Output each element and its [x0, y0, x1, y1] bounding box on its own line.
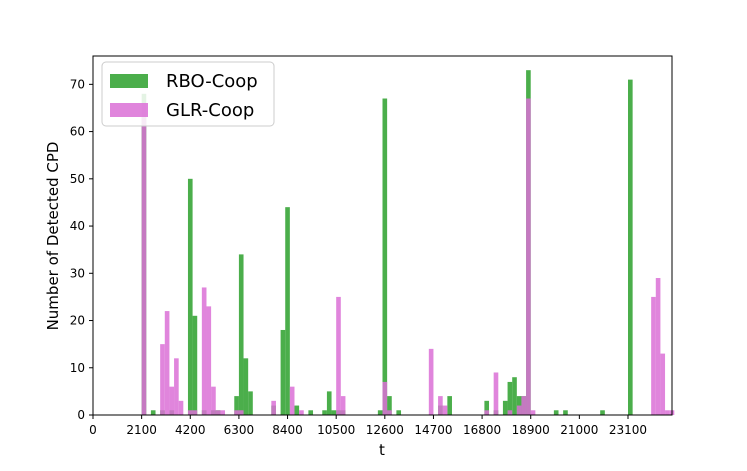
x-axis: 0 2100 4200 6300 8400 10500 12600 14700 16800 189… — [89, 415, 647, 437]
x-tick-label: 8400 — [272, 423, 303, 437]
bar-glr-coop — [169, 386, 175, 415]
y-axis: 0 10 20 30 40 50 60 70 — [70, 77, 93, 422]
bar-rbo-coop — [280, 329, 286, 415]
bar-glr-coop — [655, 278, 661, 415]
bar-rbo-coop — [192, 315, 198, 415]
y-axis-label: Number of Detected CPD — [44, 142, 62, 331]
bar-glr-coop — [164, 311, 170, 415]
bar-glr-coop — [215, 410, 221, 415]
bar-rbo-coop — [187, 178, 193, 415]
bar-glr-coop — [238, 410, 244, 415]
legend-label-rbo-coop: RBO-Coop — [166, 71, 258, 92]
legend-swatch-glr-coop — [110, 103, 148, 117]
bar-rbo-coop — [387, 396, 392, 415]
bar-rbo-coop — [326, 391, 332, 415]
bar-glr-coop — [428, 348, 434, 415]
bar-rbo-coop — [484, 400, 490, 415]
bar-rbo-coop — [234, 396, 239, 415]
legend-label-glr-coop: GLR-Coop — [166, 100, 254, 121]
bar-rbo-coop — [600, 410, 605, 415]
y-tick-label: 20 — [70, 314, 85, 328]
bar-glr-coop — [206, 306, 212, 415]
x-axis-label: t — [379, 441, 385, 459]
bar-glr-coop — [387, 410, 392, 415]
x-tick-label: 14700 — [414, 423, 452, 437]
plot-frame — [92, 55, 673, 416]
bar-glr-coop — [178, 400, 184, 415]
x-tick-label: 21000 — [560, 423, 598, 437]
x-tick-label: 10500 — [317, 423, 355, 437]
bar-glr-coop — [521, 396, 527, 415]
legend-swatch-rbo-coop — [110, 74, 148, 88]
bar-rbo-coop — [553, 410, 559, 415]
bar-rbo-coop — [243, 358, 249, 415]
bar-rbo-coop — [322, 410, 327, 415]
x-tick-label: 16800 — [463, 423, 501, 437]
bar-glr-coop — [665, 410, 670, 415]
bar-glr-coop — [526, 98, 531, 415]
bar-glr-coop — [211, 386, 216, 415]
x-tick-label: 12600 — [366, 423, 404, 437]
bar-glr-coop — [442, 405, 448, 415]
bar-glr-coop — [530, 410, 536, 415]
y-tick-label: 70 — [70, 77, 85, 91]
bar-rbo-coop — [150, 410, 156, 415]
bar-rbo-coop — [331, 410, 337, 415]
y-tick-label: 40 — [70, 219, 85, 233]
bar-rbo-coop — [396, 410, 402, 415]
bar-glr-coop — [516, 405, 522, 415]
bar-glr-coop — [187, 410, 193, 415]
x-tick-label: 4200 — [175, 423, 206, 437]
bar-glr-coop — [271, 400, 276, 415]
bar-glr-coop — [299, 410, 304, 415]
bar-rbo-coop — [248, 391, 253, 415]
bar-glr-coop — [484, 410, 490, 415]
bar-rbo-coop — [507, 381, 513, 415]
y-tick-label: 0 — [77, 408, 85, 422]
bar-glr-coop — [174, 358, 179, 415]
bar-rbo-coop — [285, 207, 290, 415]
x-tick-label: 2100 — [126, 423, 157, 437]
bar-glr-coop — [438, 396, 443, 415]
bars-layer — [141, 70, 675, 416]
y-tick-label: 50 — [70, 172, 85, 186]
bar-glr-coop — [289, 386, 295, 415]
bar-rbo-coop — [294, 405, 300, 415]
x-tick-label: 18900 — [512, 423, 550, 437]
bar-rbo-coop — [512, 377, 517, 415]
bar-rbo-coop — [238, 254, 244, 415]
y-tick-label: 30 — [70, 266, 85, 280]
bar-rbo-coop — [502, 400, 508, 415]
bar-glr-coop — [336, 296, 341, 415]
bar-glr-coop — [651, 296, 656, 415]
bar-glr-coop — [507, 410, 513, 415]
x-tick-label: 6300 — [224, 423, 255, 437]
bar-rbo-coop — [447, 396, 452, 415]
bar-rbo-coop — [382, 98, 388, 415]
bar-glr-coop — [141, 103, 147, 416]
bar-rbo-coop — [563, 410, 568, 415]
bar-glr-coop — [160, 344, 165, 415]
bar-glr-coop — [234, 410, 239, 415]
legend: RBO-Coop GLR-Coop — [101, 61, 275, 127]
x-tick-label: 0 — [89, 423, 97, 437]
bar-glr-coop — [660, 353, 666, 415]
bar-rbo-coop — [377, 410, 383, 415]
bar-glr-coop — [382, 381, 388, 415]
bar-rbo-coop — [308, 410, 314, 415]
y-tick-label: 10 — [70, 361, 85, 375]
bar-glr-coop — [201, 287, 207, 415]
bar-glr-coop — [220, 410, 226, 415]
y-tick-label: 60 — [70, 125, 85, 139]
x-tick-label: 23100 — [609, 423, 647, 437]
bar-glr-coop — [340, 396, 346, 415]
bar-rbo-coop — [628, 79, 633, 416]
bar-glr-coop — [192, 410, 198, 415]
bar-glr-coop — [493, 372, 499, 415]
